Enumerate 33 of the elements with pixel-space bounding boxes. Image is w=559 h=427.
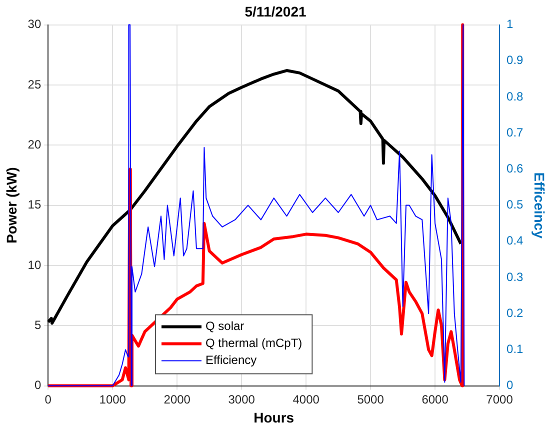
x-tick-label: 5000 <box>357 392 384 406</box>
legend-label: Q thermal (mCpT) <box>205 336 302 350</box>
y2-tick-label: 0.3 <box>506 270 524 284</box>
legend-label: Q solar <box>205 319 244 334</box>
x-tick-label: 1000 <box>99 392 126 406</box>
x-tick-label: 4000 <box>292 392 320 406</box>
y-tick-label: 5 <box>34 318 42 332</box>
y-tick-label: 15 <box>28 198 42 212</box>
y2-tick-label: 1 <box>506 17 514 32</box>
y2-tick-label: 0.8 <box>506 89 524 104</box>
chart-title: 5/11/2021 <box>244 3 306 20</box>
x-tick-label: 3000 <box>228 392 256 406</box>
x-tick-label: 7000 <box>486 392 514 406</box>
x-tick-label: 6000 <box>422 392 449 406</box>
legend-label: Efficiency <box>205 353 257 368</box>
y-tick-label: 25 <box>28 77 42 92</box>
y2-tick-label: 0.1 <box>506 342 524 356</box>
y-tick-label: 0 <box>34 378 42 392</box>
y2-tick-label: 0.7 <box>506 125 524 140</box>
y2-tick-label: 0.9 <box>506 53 524 68</box>
y-tick-label: 20 <box>28 137 42 152</box>
y2-tick-label: 0.2 <box>506 306 524 320</box>
y2-tick-label: 0 <box>506 378 514 392</box>
x-tick-label: 2000 <box>164 392 191 406</box>
x-tick-label: 0 <box>44 392 52 406</box>
y-tick-label: 10 <box>28 258 42 272</box>
y2-axis-title: Efficeincy <box>532 172 548 239</box>
x-axis-title: Hours <box>254 409 294 426</box>
y2-tick-label: 0.4 <box>506 234 524 248</box>
y-tick-label: 30 <box>28 17 42 32</box>
y-axis-title: Power (kW) <box>3 167 20 244</box>
y2-tick-label: 0.5 <box>506 198 524 212</box>
y2-tick-label: 0.6 <box>506 162 524 176</box>
